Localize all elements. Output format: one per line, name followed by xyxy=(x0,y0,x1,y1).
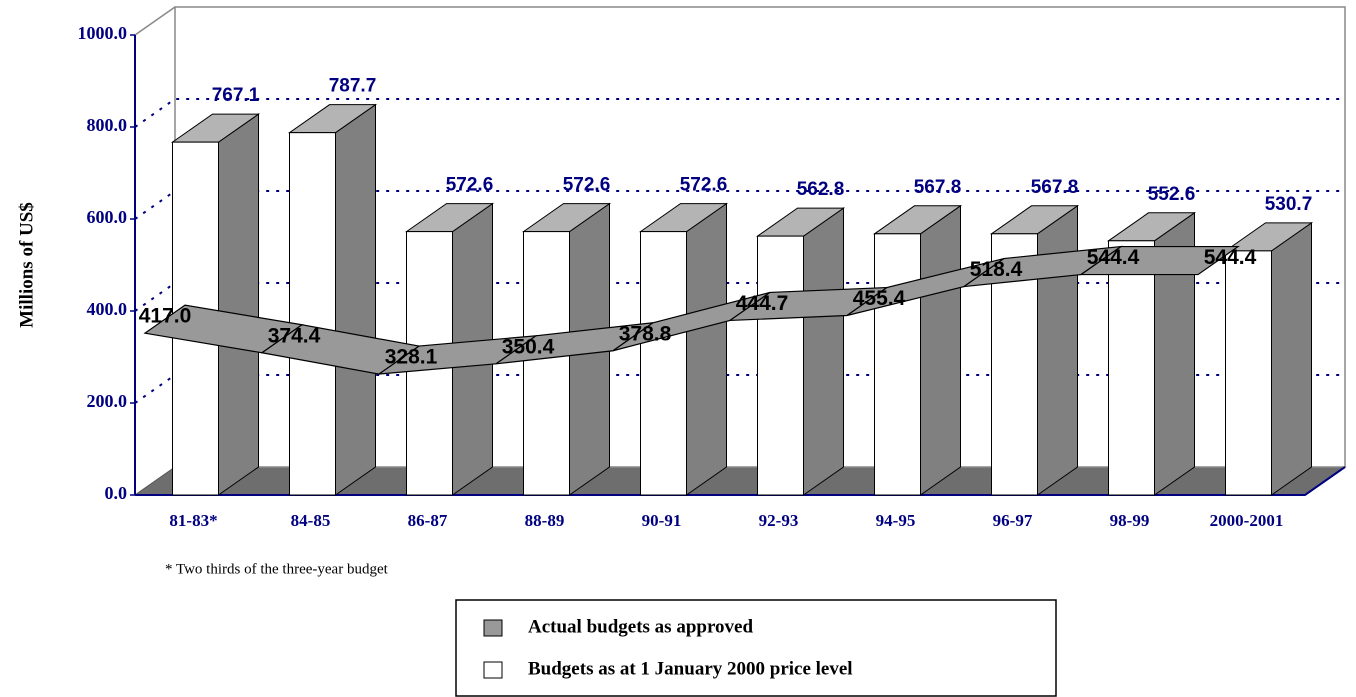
bar-side xyxy=(335,103,376,496)
bar xyxy=(757,235,804,496)
line-value-label: 378.8 xyxy=(619,322,672,345)
line-value-label: 518.4 xyxy=(970,258,1023,281)
bar xyxy=(640,231,687,496)
bar-side xyxy=(686,202,727,496)
bar xyxy=(1225,250,1272,496)
left-wall-top xyxy=(134,6,176,36)
bar-side xyxy=(1271,221,1312,496)
bar-value-label: 567.8 xyxy=(914,177,962,198)
bar-value-label: 530.7 xyxy=(1265,194,1313,215)
line-value-label: 455.4 xyxy=(853,287,906,310)
legend-swatch xyxy=(483,661,503,679)
bar xyxy=(1108,240,1155,496)
bar-value-label: 572.6 xyxy=(563,175,611,196)
bar-side xyxy=(803,207,844,496)
bar-value-label: 552.6 xyxy=(1148,184,1196,205)
bar-value-label: 572.6 xyxy=(446,175,494,196)
x-tick-label: 2000-2001 xyxy=(1210,511,1284,530)
y-tick-label: 800.0 xyxy=(87,115,128,135)
ribbon-segment xyxy=(1079,245,1240,276)
x-tick-label: 94-95 xyxy=(876,511,916,530)
x-tick-label: 86-87 xyxy=(408,511,448,530)
x-tick-label: 81-83* xyxy=(169,511,217,530)
y-tick-label: 0.0 xyxy=(105,483,128,503)
bar-value-label: 572.6 xyxy=(680,175,728,196)
y-tick-label: 400.0 xyxy=(87,299,128,319)
line-value-label: 350.4 xyxy=(502,335,555,358)
x-tick-label: 92-93 xyxy=(759,511,799,530)
legend-label: Actual budgets as approved xyxy=(528,616,753,637)
legend-box xyxy=(455,599,1057,697)
line-value-label: 544.4 xyxy=(1204,246,1257,269)
legend-swatch xyxy=(483,619,503,637)
bar-value-label: 767.1 xyxy=(212,85,260,106)
bar-value-label: 567.8 xyxy=(1031,177,1079,198)
line-value-label: 544.4 xyxy=(1087,246,1140,269)
bar-value-label: 787.7 xyxy=(329,76,377,97)
line-value-label: 444.7 xyxy=(736,292,789,315)
line-value-label: 328.1 xyxy=(385,346,438,369)
bar xyxy=(523,231,570,496)
x-tick-label: 84-85 xyxy=(291,511,331,530)
bar xyxy=(874,233,921,496)
bar-side xyxy=(218,113,259,496)
x-tick-label: 96-97 xyxy=(993,511,1033,530)
bar-value-label: 562.8 xyxy=(797,179,845,200)
line-value-label: 374.4 xyxy=(268,324,321,347)
y-axis-label: Millions of US$ xyxy=(16,202,37,328)
y-tick-label: 1000.0 xyxy=(78,23,128,43)
bar xyxy=(289,132,336,496)
bar-side xyxy=(1037,204,1078,496)
x-tick-label: 98-99 xyxy=(1110,511,1150,530)
legend-label: Budgets as at 1 January 2000 price level xyxy=(528,658,853,679)
bar-side xyxy=(920,204,961,496)
line-value-label: 417.0 xyxy=(139,305,192,328)
footnote: * Two thirds of the three-year budget xyxy=(165,561,389,577)
y-tick-label: 600.0 xyxy=(87,207,128,227)
x-tick-label: 88-89 xyxy=(525,511,565,530)
x-tick-label: 90-91 xyxy=(642,511,682,530)
y-tick-label: 200.0 xyxy=(87,391,128,411)
